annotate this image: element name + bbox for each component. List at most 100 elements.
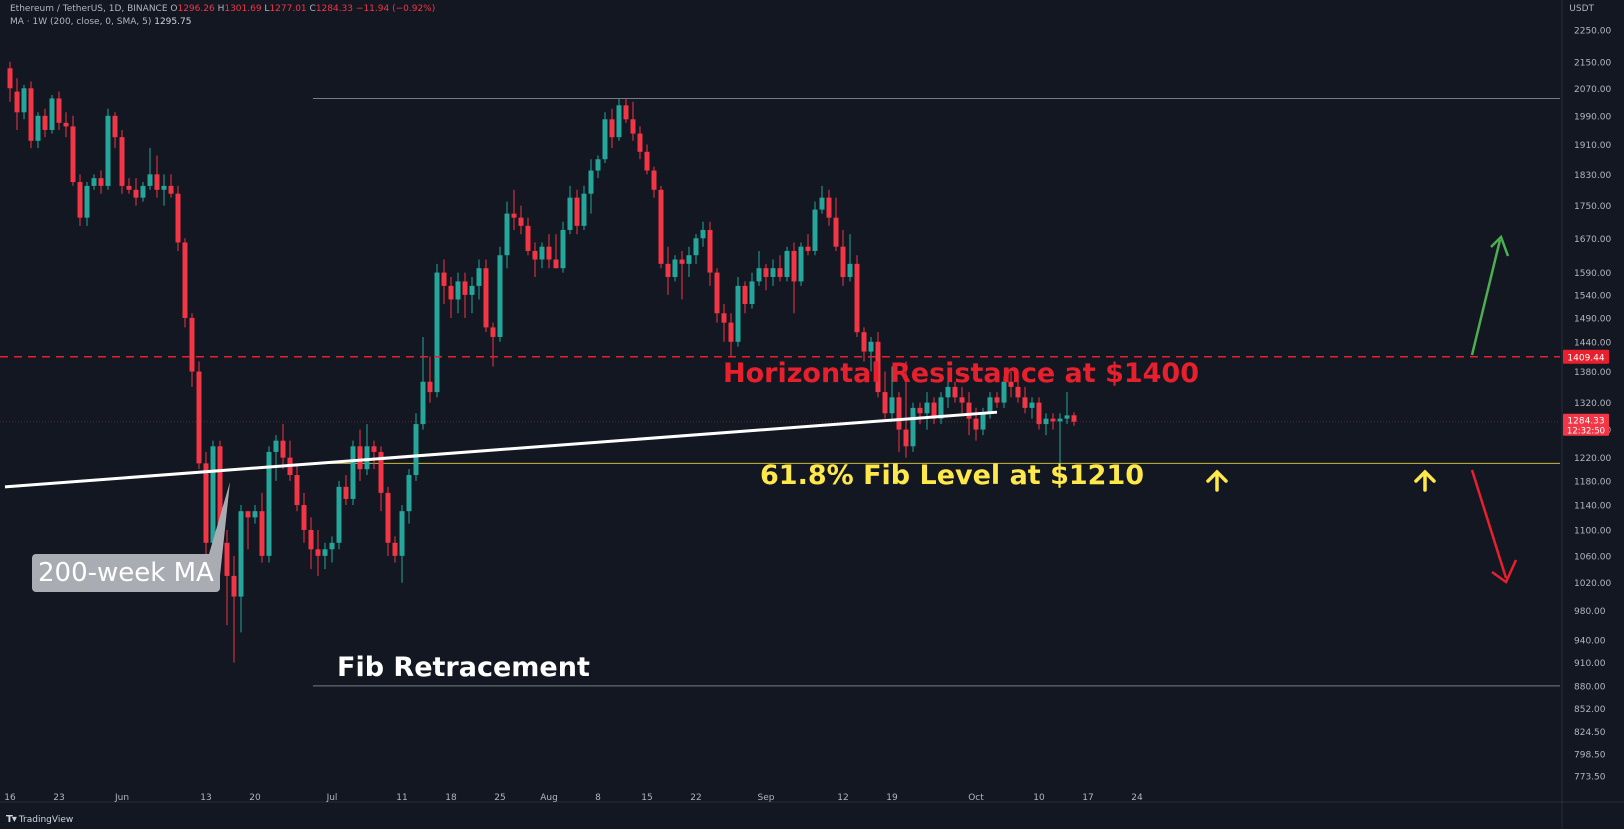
time-tick-label: 8 <box>595 793 601 803</box>
candle-body <box>889 397 895 414</box>
candle-body <box>455 281 461 300</box>
candle-body <box>700 229 706 239</box>
candle-body <box>399 511 405 556</box>
candle-body <box>595 159 601 171</box>
time-tick-label: 11 <box>396 793 407 803</box>
time-tick-label: 10 <box>1033 793 1045 803</box>
candle-body <box>497 255 503 337</box>
candle-body <box>763 268 769 277</box>
candle-body <box>469 285 475 295</box>
indicator-name: MA · 1W (200, close, 0, SMA, 5) <box>10 17 152 27</box>
candle-body <box>742 285 748 305</box>
candle-body <box>952 386 958 398</box>
candle-body <box>791 250 797 282</box>
candle-body <box>567 197 573 230</box>
candle-body <box>182 242 188 318</box>
candle-body <box>973 418 979 430</box>
price-tick-label: 2150.00 <box>1574 58 1611 68</box>
fib-retracement-annotation: Fib Retracement <box>337 652 590 683</box>
candle-body <box>602 119 608 160</box>
candle-body <box>728 322 734 342</box>
candle-body <box>28 88 34 141</box>
candle-body <box>910 407 916 447</box>
candle-body <box>357 446 363 470</box>
candle-body <box>756 268 762 282</box>
candle-body <box>1015 386 1021 398</box>
tradingview-icon: T▾ <box>6 814 17 825</box>
candle-body <box>1050 418 1056 422</box>
candle-body <box>875 341 881 393</box>
candle-body <box>1036 402 1042 425</box>
candle-body <box>378 451 384 493</box>
ohlc-close: 1284.33 <box>315 4 354 14</box>
candle-body <box>329 542 335 550</box>
time-tick-label: Jun <box>114 793 129 803</box>
candle-body <box>238 511 244 597</box>
price-tick-label: 910.00 <box>1574 659 1606 669</box>
candle-body <box>448 285 454 300</box>
candle-body <box>903 429 909 447</box>
time-tick-label: 13 <box>200 793 211 803</box>
candle-body <box>924 402 930 414</box>
candle-body <box>322 549 328 556</box>
candle-body <box>931 402 937 419</box>
candle-body <box>686 255 692 264</box>
candle-body <box>70 126 76 183</box>
time-tick-label: 16 <box>4 793 16 803</box>
ma-200w-line <box>4 410 998 489</box>
candle-body <box>735 285 741 342</box>
price-tick-label: 1320.00 <box>1574 399 1611 409</box>
price-tick-label: 1060.00 <box>1574 552 1611 562</box>
candle-body <box>49 98 55 130</box>
candle-body <box>896 397 902 430</box>
time-tick-label: 15 <box>641 793 652 803</box>
candle-body <box>511 213 517 218</box>
candle-body <box>588 170 594 194</box>
candle-body <box>525 225 531 251</box>
candle-body <box>7 68 13 89</box>
candle-body <box>861 332 867 352</box>
price-tick-label: 1590.00 <box>1574 269 1611 279</box>
last-price-tag <box>1563 413 1609 436</box>
price-tick-label: 1540.00 <box>1574 291 1611 301</box>
candle-body <box>315 549 321 556</box>
tradingview-wordmark: TradingView <box>18 814 74 825</box>
fib-level-annotation: 61.8% Fib Level at $1210 <box>760 460 1145 491</box>
chart-header-indicator[interactable]: MA · 1W (200, close, 0, SMA, 5) 1295.75 <box>10 17 191 27</box>
ohlc-low: 1277.01 <box>269 4 307 14</box>
candle-body <box>1043 418 1049 425</box>
time-tick-label: 24 <box>1131 793 1143 803</box>
candle-body <box>252 511 258 518</box>
candle-body <box>371 446 377 452</box>
tradingview-logo[interactable]: T▾ TradingView <box>6 814 73 825</box>
candle-body <box>427 381 433 393</box>
resistance-price-tag-text: 1409.44 <box>1567 353 1604 363</box>
price-tick-label: 1440.00 <box>1574 338 1611 348</box>
candle-body <box>987 397 993 414</box>
candle-body <box>273 440 279 452</box>
candle-body <box>553 259 559 269</box>
candle-body <box>343 486 349 499</box>
candle-body <box>392 542 398 556</box>
candle-body <box>882 392 888 414</box>
candle-body <box>245 511 251 518</box>
candle-body <box>1022 397 1028 408</box>
time-tick-label: Sep <box>758 793 775 803</box>
resistance-annotation: Horizontal Resistance at $1400 <box>723 358 1200 389</box>
candle-body <box>133 189 139 198</box>
time-tick-label: 22 <box>690 793 701 803</box>
candle-body <box>217 446 223 543</box>
ohlc-open: 1296.26 <box>177 4 215 14</box>
candle-body <box>630 119 636 134</box>
candle-body <box>462 281 468 295</box>
candle-body <box>637 133 643 152</box>
candle-body <box>161 185 167 190</box>
candle-body <box>1064 415 1070 419</box>
price-tick-label: 1180.00 <box>1574 477 1611 487</box>
candle-body <box>301 505 307 530</box>
price-axis-unit: USDT <box>1569 4 1594 14</box>
candle-body <box>651 170 657 190</box>
time-tick-label: Aug <box>540 793 558 803</box>
candle-body <box>420 381 426 425</box>
